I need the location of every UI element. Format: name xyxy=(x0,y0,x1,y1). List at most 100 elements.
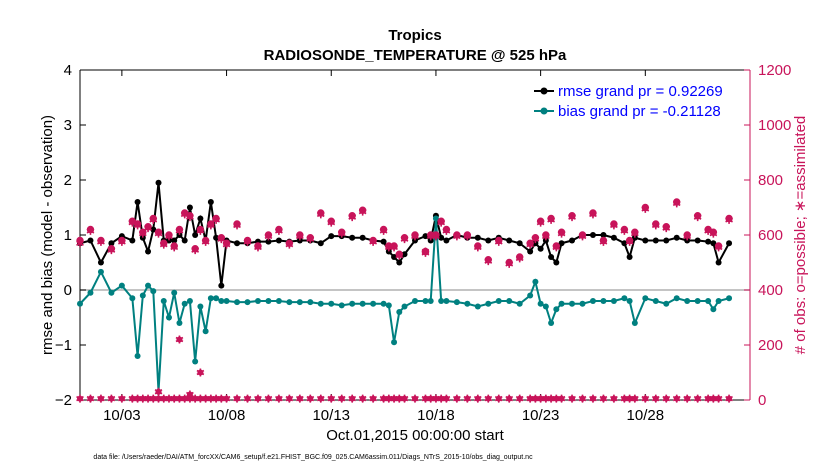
assimilated-marker xyxy=(201,237,210,246)
assimilated-marker xyxy=(133,221,142,230)
bias-point xyxy=(642,295,649,302)
rmse-point xyxy=(506,237,513,244)
y2-tick-label: 200 xyxy=(758,337,783,354)
assimilated-marker xyxy=(630,229,639,238)
rmse-point xyxy=(663,237,670,244)
bias-point xyxy=(443,298,450,304)
rmse-point xyxy=(589,232,596,238)
rmse-point xyxy=(108,240,115,247)
assimilated-marker xyxy=(494,394,503,403)
assimilated-marker xyxy=(437,218,446,227)
assimilated-marker xyxy=(196,368,205,377)
assimilated-marker xyxy=(186,390,194,399)
bias-point xyxy=(663,300,670,307)
assimilated-marker xyxy=(206,221,215,230)
assimilated-marker xyxy=(97,237,105,246)
rmse-point xyxy=(349,234,356,241)
bias-point xyxy=(652,298,659,304)
rmse-point xyxy=(438,234,445,241)
rmse-point xyxy=(537,245,544,252)
assimilated-marker xyxy=(170,243,179,252)
bias-point xyxy=(87,289,94,296)
rmse-point xyxy=(207,199,214,205)
bias-point xyxy=(516,300,523,307)
bias-point xyxy=(673,295,680,302)
bias-point xyxy=(542,303,549,310)
assimilated-marker xyxy=(484,394,493,403)
assimilated-marker xyxy=(107,246,116,255)
bias-point xyxy=(631,320,638,326)
assimilated-marker xyxy=(714,243,723,252)
rmse-point xyxy=(359,234,366,241)
assimilated-marker xyxy=(432,232,440,241)
assimilated-marker xyxy=(327,394,336,403)
rmse-point xyxy=(317,240,324,247)
assimilated-marker xyxy=(599,394,608,403)
rmse-point xyxy=(427,237,434,244)
rmse-point xyxy=(621,240,628,247)
legend-label: bias grand pr = -0.21128 xyxy=(558,103,721,120)
assimilated-marker xyxy=(222,394,231,403)
assimilated-marker xyxy=(494,237,503,246)
rmse-point xyxy=(396,259,403,266)
bias-point xyxy=(694,298,701,304)
assimilated-marker xyxy=(641,204,650,213)
assimilated-marker xyxy=(651,394,660,403)
rmse-point xyxy=(139,234,146,241)
rmse-point xyxy=(186,204,193,211)
assimilated-marker xyxy=(154,229,163,238)
x-tick-label: 10/28 xyxy=(627,407,665,424)
assimilated-marker xyxy=(191,246,200,255)
rmse-point xyxy=(422,233,429,240)
assimilated-marker xyxy=(358,394,367,403)
bias-point xyxy=(108,289,115,296)
rmse-point xyxy=(171,237,178,244)
bias-point xyxy=(726,295,733,302)
assimilated-marker xyxy=(568,394,576,403)
rmse-point xyxy=(134,199,141,205)
bias-point xyxy=(553,306,560,313)
bias-point xyxy=(600,298,607,304)
assimilated-marker xyxy=(473,243,482,252)
assimilated-marker xyxy=(295,394,304,403)
y-tick-label: −1 xyxy=(55,337,72,354)
assimilated-marker xyxy=(515,394,524,403)
assimilated-marker xyxy=(536,218,545,227)
rmse-point xyxy=(610,234,617,241)
bias-point xyxy=(579,300,586,307)
legend-box xyxy=(528,80,743,122)
markers-group xyxy=(76,198,733,403)
bias-point xyxy=(412,298,418,304)
rmse-point xyxy=(296,237,303,244)
assimilated-marker xyxy=(473,394,482,403)
legend: rmse grand pr = 0.92269 bias grand pr = -… xyxy=(528,80,743,122)
rmse-point xyxy=(391,254,398,260)
rmse-point xyxy=(328,233,335,240)
assimilated-marker xyxy=(709,229,718,238)
bias-point xyxy=(506,298,513,304)
assimilated-marker xyxy=(306,394,315,403)
assimilated-marker xyxy=(693,394,702,403)
bias-point xyxy=(621,295,628,302)
assimilated-marker xyxy=(531,235,540,244)
bias-point xyxy=(286,299,293,306)
bias-point xyxy=(192,358,199,365)
rmse-point xyxy=(694,237,701,244)
rmse-point xyxy=(710,240,717,247)
bias-point xyxy=(197,303,204,310)
y-tick-label: 4 xyxy=(64,62,72,79)
assimilated-marker xyxy=(672,394,681,403)
assimilated-marker xyxy=(285,394,294,403)
assimilated-marker xyxy=(285,240,294,249)
bias-point xyxy=(427,298,434,304)
assimilated-marker xyxy=(254,243,262,252)
assimilated-marker xyxy=(625,237,634,246)
assimilated-marker xyxy=(400,394,409,403)
bias-point xyxy=(145,282,152,289)
assimilated-marker xyxy=(505,259,514,268)
assimilated-marker xyxy=(672,199,681,208)
rmse-point xyxy=(558,240,565,247)
bias-point xyxy=(349,300,356,307)
bias-point xyxy=(223,298,230,304)
